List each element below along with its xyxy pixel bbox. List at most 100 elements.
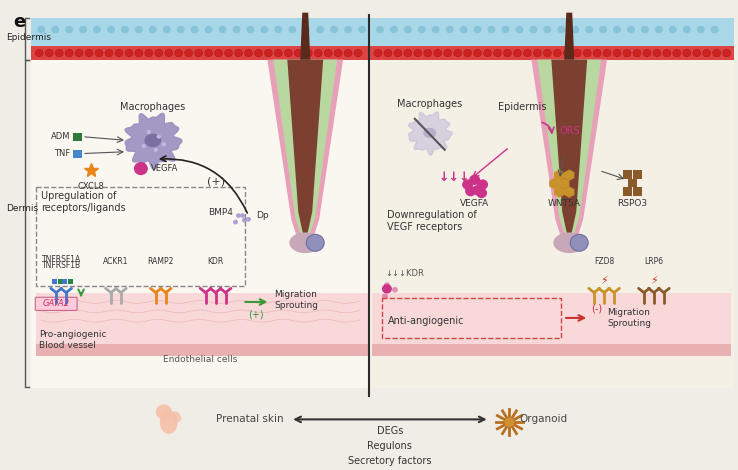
- Text: VEGFA: VEGFA: [151, 164, 178, 173]
- Circle shape: [554, 49, 562, 57]
- Circle shape: [683, 49, 691, 57]
- Circle shape: [324, 49, 332, 57]
- Circle shape: [240, 213, 245, 218]
- Polygon shape: [300, 13, 310, 60]
- Circle shape: [275, 49, 283, 57]
- Text: Pro-angiogenic
Blood vessel: Pro-angiogenic Blood vessel: [39, 330, 107, 350]
- Polygon shape: [408, 112, 452, 155]
- Circle shape: [147, 130, 151, 134]
- Circle shape: [93, 26, 101, 33]
- Circle shape: [149, 26, 156, 33]
- Circle shape: [382, 284, 392, 294]
- Circle shape: [404, 26, 412, 33]
- Circle shape: [37, 26, 45, 33]
- Circle shape: [488, 26, 495, 33]
- Circle shape: [261, 26, 269, 33]
- Text: Migration
Sprouting: Migration Sprouting: [607, 308, 651, 328]
- Circle shape: [176, 26, 184, 33]
- Circle shape: [233, 220, 238, 225]
- Circle shape: [115, 49, 123, 57]
- Circle shape: [264, 49, 272, 57]
- Circle shape: [255, 49, 263, 57]
- Circle shape: [446, 26, 454, 33]
- Circle shape: [460, 26, 468, 33]
- Circle shape: [593, 49, 601, 57]
- Circle shape: [414, 49, 422, 57]
- Text: RSPO3: RSPO3: [617, 199, 647, 208]
- Text: FZD8: FZD8: [594, 257, 614, 266]
- Polygon shape: [564, 170, 574, 181]
- Circle shape: [85, 49, 93, 57]
- Circle shape: [669, 26, 677, 33]
- Bar: [370, 60, 734, 388]
- Circle shape: [218, 26, 227, 33]
- Circle shape: [376, 26, 384, 33]
- Text: DEGs
Regulons
Secretory factors: DEGs Regulons Secretory factors: [348, 426, 432, 466]
- Circle shape: [472, 185, 483, 196]
- Ellipse shape: [160, 410, 178, 434]
- Circle shape: [384, 282, 390, 288]
- Circle shape: [156, 134, 161, 139]
- Circle shape: [374, 49, 382, 57]
- Circle shape: [463, 49, 472, 57]
- Circle shape: [713, 49, 721, 57]
- Ellipse shape: [145, 133, 161, 147]
- Text: (+): (+): [249, 309, 264, 320]
- Text: ↓↓↓KDR: ↓↓↓KDR: [385, 269, 424, 279]
- Text: CXCL8: CXCL8: [77, 182, 105, 191]
- Circle shape: [653, 49, 661, 57]
- Circle shape: [162, 142, 166, 146]
- Circle shape: [641, 26, 649, 33]
- Circle shape: [304, 49, 312, 57]
- Circle shape: [643, 49, 651, 57]
- Text: Dp: Dp: [256, 211, 269, 220]
- Circle shape: [502, 26, 509, 33]
- Circle shape: [155, 49, 163, 57]
- Text: GATA2: GATA2: [43, 299, 70, 308]
- Text: VEGFA: VEGFA: [460, 199, 489, 208]
- Circle shape: [723, 49, 731, 57]
- Bar: [31, 60, 368, 388]
- Bar: [62, 280, 67, 284]
- Circle shape: [330, 26, 338, 33]
- Circle shape: [135, 49, 143, 57]
- Circle shape: [633, 49, 641, 57]
- Circle shape: [156, 404, 172, 419]
- Text: Macrophages: Macrophages: [397, 100, 463, 110]
- Circle shape: [434, 49, 442, 57]
- Circle shape: [165, 49, 173, 57]
- Circle shape: [505, 417, 514, 427]
- Circle shape: [573, 49, 582, 57]
- Text: WNT5A: WNT5A: [548, 199, 581, 208]
- Circle shape: [79, 26, 87, 33]
- Circle shape: [655, 26, 663, 33]
- Circle shape: [444, 49, 452, 57]
- Circle shape: [543, 26, 551, 33]
- Circle shape: [190, 26, 199, 33]
- Circle shape: [294, 49, 303, 57]
- Polygon shape: [549, 178, 559, 189]
- Text: TNF: TNF: [54, 149, 70, 158]
- Polygon shape: [554, 187, 565, 198]
- Circle shape: [683, 26, 691, 33]
- Polygon shape: [537, 60, 601, 246]
- Text: LRP6: LRP6: [644, 257, 663, 266]
- Circle shape: [703, 49, 711, 57]
- Bar: [68, 280, 73, 284]
- Circle shape: [477, 180, 488, 190]
- Text: RAMP2: RAMP2: [148, 257, 174, 266]
- Text: ORS: ORS: [559, 126, 580, 136]
- Circle shape: [204, 49, 213, 57]
- Bar: [372, 293, 731, 344]
- Circle shape: [494, 49, 502, 57]
- Circle shape: [476, 188, 487, 198]
- Circle shape: [314, 49, 323, 57]
- Circle shape: [585, 26, 593, 33]
- Polygon shape: [273, 60, 337, 246]
- Circle shape: [432, 26, 440, 33]
- Circle shape: [474, 49, 482, 57]
- Circle shape: [246, 217, 251, 222]
- Circle shape: [673, 49, 681, 57]
- Text: ↓↓↓: ↓↓↓: [439, 172, 470, 185]
- Circle shape: [184, 49, 193, 57]
